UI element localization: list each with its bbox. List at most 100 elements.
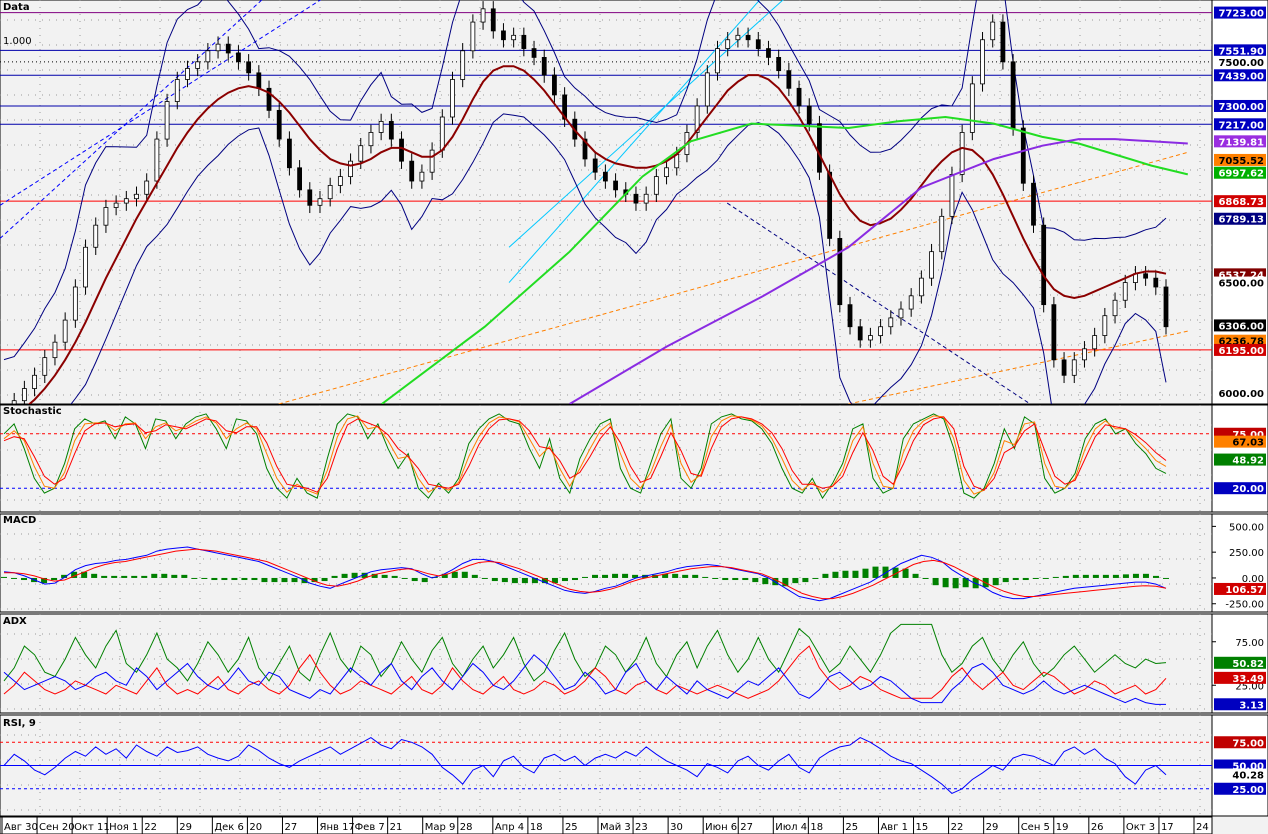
time-axis-label: 25: [845, 822, 858, 833]
price-tag-label: 7217.00: [1218, 120, 1264, 131]
macd-histogram-bar: [712, 577, 719, 579]
macd-histogram-bar: [762, 577, 769, 585]
candle-body: [21, 388, 27, 402]
stochastic-plot-area[interactable]: [0, 404, 1213, 513]
candle-body: [480, 8, 486, 23]
candle-body: [969, 83, 975, 133]
candle-body: [786, 70, 792, 89]
candle-body: [806, 105, 812, 125]
candle-body: [42, 357, 48, 376]
candle-body: [1082, 348, 1087, 361]
price-tag-label: 6500.00: [1218, 279, 1264, 290]
price-tag-box: [1214, 386, 1266, 399]
price-tag-label: 75.00: [1232, 738, 1264, 749]
candle-body: [1112, 299, 1118, 317]
candle-body: [511, 34, 517, 41]
price-tag-label: 7055.52: [1218, 156, 1264, 167]
candle-body: [1102, 315, 1108, 336]
price-tag-box: [1214, 6, 1266, 19]
trend-line: [726, 202, 1031, 404]
candle-body: [1020, 127, 1026, 184]
candle-body: [144, 180, 150, 195]
candle-body: [521, 34, 527, 49]
macd-histogram-bar: [692, 574, 699, 578]
macd-plot-area[interactable]: [0, 513, 1213, 613]
candle-body: [409, 160, 415, 182]
macd-histogram-bar: [1032, 577, 1039, 579]
y-tick-label: -250.00: [1225, 600, 1264, 611]
macd-histogram-bar: [882, 566, 889, 578]
candle-body: [715, 48, 720, 74]
candle-body: [541, 56, 547, 76]
price-plot-area[interactable]: [0, 0, 1213, 405]
macd-histogram-bar: [872, 566, 879, 578]
macd-histogram-bar: [892, 567, 899, 578]
candle-body: [113, 202, 119, 208]
macd-histogram-bar: [71, 571, 78, 578]
time-axis-label: 30: [670, 822, 683, 833]
macd-histogram-bar: [622, 573, 629, 578]
macd-histogram-bar: [421, 577, 428, 583]
adx-plot-area[interactable]: [0, 613, 1213, 714]
price-tag-label: 75.00: [1232, 430, 1264, 441]
candle-body: [725, 39, 731, 49]
macd-histogram-bar: [21, 577, 28, 581]
trend-line: [0, 0, 322, 206]
time-axis-bar: [0, 816, 1213, 834]
time-axis-label: Сен 5: [1021, 822, 1050, 833]
macd-histogram-bar: [521, 577, 528, 584]
candle-body: [1010, 61, 1016, 129]
price-tag-label: 6195.00: [1218, 346, 1264, 357]
candle-body: [378, 121, 384, 133]
candle-body: [1143, 273, 1149, 279]
price-tag-label: 6306.00: [1218, 321, 1264, 332]
candle-body: [1153, 277, 1159, 288]
macd-histogram-bar: [1002, 577, 1009, 583]
candle-body: [847, 304, 853, 328]
candle-body: [490, 8, 496, 32]
time-axis-label: Июл 4: [775, 822, 807, 833]
y-tick-label: 25.00: [1235, 681, 1264, 692]
price-tag-label: 6236.78: [1218, 337, 1264, 348]
price-tag-box: [1214, 55, 1266, 68]
price-tag-label: 6997.62: [1218, 169, 1264, 180]
macd-histogram-bar: [231, 577, 238, 581]
macd-histogram-bar: [1082, 574, 1089, 578]
macd-histogram-bar: [1112, 574, 1119, 578]
y-tick-label: 250.00: [1229, 548, 1264, 559]
macd-histogram-bar: [181, 574, 188, 578]
macd-histogram-bar: [592, 574, 599, 578]
macd-histogram-bar: [672, 573, 679, 578]
candle-body: [501, 30, 506, 41]
time-axis-label: 18: [530, 822, 543, 833]
candle-body: [195, 61, 201, 69]
x-axis: Авг 30 Сен 20 Окт 11 Ноя 1 22 29 Дек 6 20 27 Янв …: [0, 816, 1213, 834]
candle-body: [399, 138, 404, 162]
macd-histogram-bar: [582, 576, 588, 578]
candle-body: [62, 319, 68, 343]
price-tag-box: [1214, 671, 1266, 684]
candle-body: [990, 21, 996, 41]
time-axis-label: 22: [144, 822, 157, 833]
price-tag-label: 6868.73: [1218, 197, 1264, 208]
macd-histogram-bar: [291, 577, 298, 583]
macd-histogram-bar: [511, 577, 518, 584]
macd-histogram-bar: [451, 571, 458, 578]
macd-histogram-bar: [782, 577, 789, 587]
macd-histogram-bar: [702, 576, 709, 578]
macd-histogram-bar: [632, 574, 639, 578]
candle-body: [307, 189, 313, 206]
candle-body: [450, 79, 455, 118]
macd-histogram-bar: [932, 577, 939, 586]
candle-body: [602, 171, 608, 182]
candle-body: [898, 308, 904, 319]
candle-body: [174, 79, 180, 102]
candle-body: [745, 34, 751, 41]
macd-histogram-bar: [832, 571, 839, 578]
macd-histogram-bar: [752, 577, 759, 583]
stochastic-line: [3, 413, 1167, 500]
price-tag-box: [1214, 195, 1266, 208]
adx-panel-title: ADX: [3, 616, 27, 627]
